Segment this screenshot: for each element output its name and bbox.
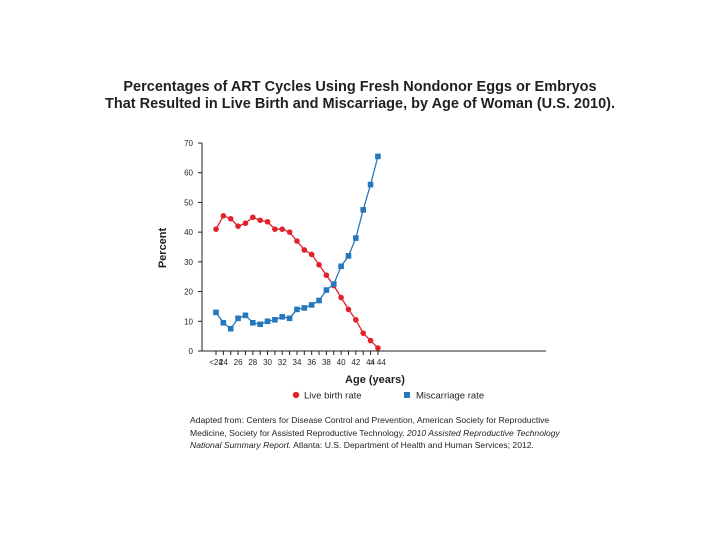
data-point-miscarriage bbox=[250, 319, 256, 326]
data-point-miscarriage bbox=[345, 253, 352, 259]
data-point-miscarriage bbox=[316, 297, 322, 304]
x-tick-label: 24 bbox=[219, 358, 228, 367]
data-point-miscarriage bbox=[301, 305, 308, 311]
x-tick-label: 34 bbox=[293, 358, 302, 367]
data-point-miscarriage bbox=[235, 315, 241, 322]
data-point-live-birth bbox=[235, 223, 241, 229]
data-point-live-birth bbox=[242, 220, 249, 227]
legend-marker-miscarriage bbox=[404, 392, 410, 398]
data-point-miscarriage bbox=[286, 315, 293, 322]
x-tick-label: > 44 bbox=[370, 358, 386, 367]
data-point-miscarriage bbox=[294, 306, 300, 313]
legend-marker-live-birth bbox=[292, 391, 300, 399]
chart-title-line2: That Resulted in Live Birth and Miscarri… bbox=[104, 96, 616, 112]
data-point-live-birth bbox=[264, 218, 271, 225]
source-report-title: 2010 Assisted Reproductive Technology Na… bbox=[190, 427, 560, 451]
data-point-live-birth bbox=[220, 213, 227, 219]
data-point-live-birth bbox=[353, 317, 359, 323]
data-point-live-birth bbox=[294, 238, 300, 244]
x-tick-label: <24 bbox=[209, 358, 223, 367]
source-text-2: Atlanta: U.S. Department of Health and H… bbox=[291, 440, 534, 451]
data-point-miscarriage bbox=[242, 312, 249, 319]
data-point-live-birth bbox=[375, 345, 381, 351]
data-point-miscarriage bbox=[367, 181, 374, 188]
data-point-miscarriage bbox=[213, 309, 219, 316]
source-text-1: Adapted from: Centers for Disease Contro… bbox=[190, 415, 550, 438]
data-point-live-birth bbox=[257, 217, 263, 224]
legend-label-live-birth: Live birth rate bbox=[304, 391, 362, 402]
data-point-miscarriage bbox=[220, 319, 227, 326]
data-point-live-birth bbox=[316, 262, 322, 268]
source-citation: Adapted from: Centers for Disease Contro… bbox=[190, 414, 570, 452]
data-point-live-birth bbox=[227, 215, 234, 222]
data-point-miscarriage bbox=[279, 314, 286, 320]
data-point-live-birth bbox=[360, 330, 367, 336]
data-point-live-birth bbox=[272, 226, 278, 232]
x-tick-label: 30 bbox=[263, 358, 272, 367]
data-point-live-birth bbox=[345, 306, 352, 313]
data-point-miscarriage bbox=[257, 321, 263, 328]
y-tick-label: 20 bbox=[184, 288, 193, 297]
y-tick-label: 60 bbox=[184, 169, 193, 178]
data-point-miscarriage bbox=[323, 287, 330, 293]
y-tick-label: 10 bbox=[184, 317, 193, 326]
data-point-miscarriage bbox=[227, 325, 234, 332]
data-point-live-birth bbox=[279, 226, 286, 232]
chart-series bbox=[213, 153, 381, 351]
data-point-live-birth bbox=[286, 229, 293, 235]
data-point-miscarriage bbox=[360, 207, 366, 213]
data-point-live-birth bbox=[301, 247, 308, 253]
data-point-miscarriage bbox=[308, 302, 315, 308]
x-tick-label: 36 bbox=[307, 358, 316, 367]
y-axis-label: Percent bbox=[157, 227, 169, 268]
data-point-miscarriage bbox=[264, 318, 271, 325]
x-tick-label: 40 bbox=[337, 358, 346, 367]
data-point-miscarriage bbox=[272, 317, 278, 323]
data-point-live-birth bbox=[338, 294, 344, 301]
x-tick-label: 28 bbox=[248, 358, 257, 367]
chart-title-line1: Percentages of ART Cycles Using Fresh No… bbox=[123, 79, 597, 95]
x-tick-label: 32 bbox=[278, 358, 287, 367]
data-point-live-birth bbox=[213, 226, 219, 232]
y-tick-label: 30 bbox=[184, 258, 193, 267]
data-point-live-birth bbox=[323, 272, 330, 279]
y-tick-label: 50 bbox=[184, 198, 193, 207]
x-tick-label: 26 bbox=[234, 358, 243, 367]
data-point-miscarriage bbox=[353, 235, 359, 241]
x-tick-label: 44 bbox=[366, 358, 375, 367]
legend-label-miscarriage: Miscarriage rate bbox=[416, 391, 484, 402]
y-tick-label: 70 bbox=[184, 139, 193, 148]
data-point-miscarriage bbox=[338, 263, 344, 270]
x-tick-label: 38 bbox=[322, 358, 331, 367]
data-point-live-birth bbox=[308, 251, 315, 258]
data-point-miscarriage bbox=[330, 281, 337, 287]
chart-legend: Live birth rate Miscarriage rate bbox=[292, 391, 484, 402]
data-point-miscarriage bbox=[375, 153, 381, 160]
data-point-live-birth bbox=[250, 214, 256, 221]
data-point-live-birth bbox=[367, 337, 374, 344]
y-tick-label: 40 bbox=[184, 228, 193, 237]
x-tick-label: 42 bbox=[351, 358, 360, 367]
y-tick-label: 0 bbox=[189, 347, 194, 356]
x-axis-label: Age (years) bbox=[345, 374, 405, 386]
